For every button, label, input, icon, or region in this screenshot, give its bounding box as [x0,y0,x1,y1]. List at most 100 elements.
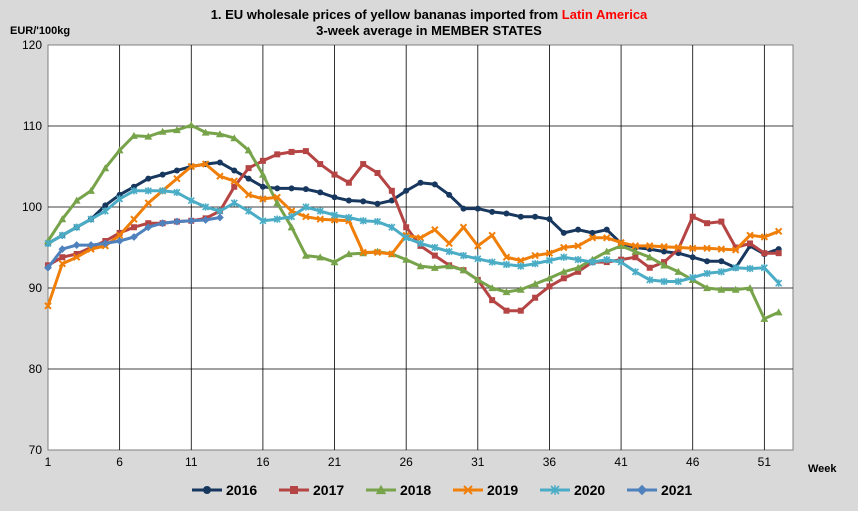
legend-label: 2016 [226,482,257,498]
data-point-2020 [416,239,425,248]
data-point-2019 [646,242,654,250]
data-point-2019 [316,215,324,223]
y-tick-label: 110 [23,119,42,133]
data-point-2021 [130,233,138,241]
data-point-2019 [259,195,267,203]
data-point-2019 [531,251,539,260]
series-line-2020 [47,189,780,285]
data-point-2020 [144,187,152,195]
data-point-2019 [302,213,310,221]
data-point-2020 [689,273,697,282]
legend-marker [290,486,298,494]
legend-label: 2020 [574,482,605,498]
data-point-2018 [158,127,167,135]
data-point-2020 [746,264,754,273]
data-point-2020 [216,207,224,215]
data-point-2020 [287,213,296,221]
data-point-2017 [145,220,152,227]
data-point-2017 [675,246,682,253]
data-point-2019 [731,246,740,254]
data-point-2018 [130,131,138,139]
data-point-2020 [431,243,439,252]
data-point-2016 [403,187,410,194]
data-point-2016 [259,183,266,190]
data-point-2020 [259,217,267,225]
data-point-2019 [689,244,697,253]
data-point-2019 [287,207,296,215]
data-point-2017 [245,165,252,172]
data-point-2016 [460,205,467,212]
data-point-2016 [159,171,166,178]
data-point-2018 [101,164,110,172]
data-point-2020 [560,253,568,261]
data-point-2016 [517,213,524,220]
data-point-2018 [731,285,740,293]
data-point-2017 [360,161,367,168]
data-point-2017 [517,307,524,314]
series-line-2018 [46,123,780,321]
data-point-2020 [330,211,339,219]
data-point-2020 [402,234,410,242]
data-point-2020 [574,256,582,264]
data-point-2017 [489,297,496,304]
data-point-2019 [216,172,224,180]
data-point-2021 [44,263,52,272]
series-2020 [44,187,783,287]
data-point-2016 [173,167,180,174]
data-point-2019 [617,238,625,247]
data-point-2019 [545,249,554,257]
data-point-2020 [187,196,195,205]
legend-marker [463,485,473,495]
data-point-2020 [617,258,625,266]
x-tick-label: 1 [45,455,52,469]
data-point-2020 [388,223,396,231]
data-point-2017 [274,151,281,158]
series-2018 [44,121,783,322]
data-point-2017 [331,171,338,178]
data-point-2019 [230,177,238,185]
data-point-2016 [374,200,381,207]
data-point-2018 [645,253,654,261]
data-point-2018 [545,274,554,282]
data-point-2018 [216,130,224,138]
data-point-2019 [517,256,525,265]
legend-label: 2019 [487,482,518,498]
data-point-2018 [402,255,411,263]
data-point-2020 [732,264,740,272]
data-point-2021 [87,241,95,249]
data-point-2017 [546,283,553,290]
data-point-2016 [274,185,281,192]
chart-title: 1. EU wholesale prices of yellow bananas… [211,7,648,22]
data-point-2019 [774,227,783,236]
data-point-2020 [273,215,281,223]
series-line-2019 [46,162,780,307]
legend-label: 2018 [400,482,431,498]
data-point-2018 [760,314,769,322]
data-point-2016 [360,198,367,205]
legend-marker [203,486,211,494]
y-tick-label: 80 [29,362,43,376]
data-point-2020 [230,199,238,207]
chart-title-accent: Latin America [562,7,648,22]
data-point-2018 [144,132,153,140]
legend: 2016 2017 2018 2019 2020 2021 [192,482,692,498]
data-point-2020 [173,188,181,197]
data-point-2016 [704,258,711,265]
data-point-2016 [302,186,309,193]
data-point-2021 [201,216,210,224]
data-point-2020 [44,239,52,248]
data-point-2017 [431,252,438,259]
data-point-2018 [201,128,210,136]
legend-label: 2021 [661,482,692,498]
x-tick-label: 36 [543,455,557,469]
data-point-2020 [545,256,554,265]
data-point-2021 [101,239,110,248]
data-point-2017 [73,250,80,257]
data-point-2018 [72,196,81,204]
data-point-2016 [388,197,395,204]
x-tick-label: 46 [686,455,700,469]
data-point-2017 [302,148,309,155]
data-point-2021 [187,216,196,225]
data-point-2018 [516,285,525,293]
data-point-2019 [431,225,439,234]
